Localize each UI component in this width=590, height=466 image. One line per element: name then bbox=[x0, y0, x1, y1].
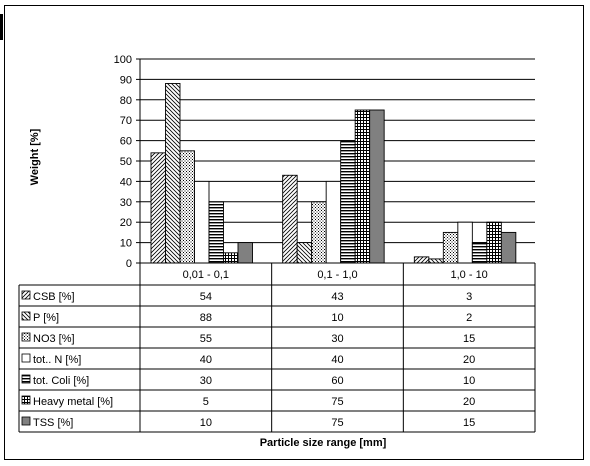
data-label: 55 bbox=[200, 333, 212, 345]
bar-6-3 bbox=[486, 221, 502, 264]
corner-mark bbox=[0, 14, 3, 40]
bar-6-2 bbox=[354, 109, 371, 264]
data-label: 10 bbox=[200, 417, 212, 429]
legend-label: NO3 [%] bbox=[33, 333, 75, 345]
y-tick-label: 40 bbox=[120, 176, 132, 188]
bar-7-2 bbox=[369, 109, 385, 264]
legend-swatch bbox=[21, 332, 31, 342]
bars bbox=[150, 83, 517, 264]
legend-label: tot. Coli [%] bbox=[33, 375, 89, 387]
data-label: 10 bbox=[463, 375, 475, 387]
bar-4-3 bbox=[457, 221, 473, 264]
bar-2-2 bbox=[296, 242, 313, 264]
data-label: 15 bbox=[463, 333, 475, 345]
axes bbox=[139, 59, 535, 264]
legend-swatch bbox=[21, 395, 31, 405]
data-label: 5 bbox=[203, 396, 209, 408]
y-tick-label: 10 bbox=[120, 238, 132, 250]
category-label: 1,0 - 10 bbox=[451, 269, 488, 281]
bar-3-2 bbox=[311, 201, 327, 264]
bar-5-3 bbox=[471, 242, 488, 264]
bar-3-1 bbox=[179, 150, 195, 264]
legend-label: tot.. N [%] bbox=[33, 354, 81, 366]
data-label: 60 bbox=[331, 375, 343, 387]
bar-3-3 bbox=[442, 231, 459, 264]
data-label: 88 bbox=[200, 312, 212, 324]
data-label: 40 bbox=[200, 354, 212, 366]
data-label: 10 bbox=[331, 312, 343, 324]
chart-frame bbox=[4, 5, 584, 460]
y-tick-label: 90 bbox=[120, 74, 132, 86]
legend-label: P [%] bbox=[33, 312, 59, 324]
bar-4-1 bbox=[194, 180, 210, 264]
legend-swatch bbox=[21, 374, 31, 384]
data-label: 30 bbox=[331, 333, 343, 345]
bar-1-2 bbox=[282, 174, 298, 264]
y-tick-label: 60 bbox=[120, 136, 132, 148]
legend-swatch bbox=[21, 290, 31, 300]
bar-1-3 bbox=[413, 256, 430, 264]
data-label: 40 bbox=[331, 354, 343, 366]
bar-4-2 bbox=[325, 180, 342, 264]
data-label: 15 bbox=[463, 417, 475, 429]
y-tick-label: 70 bbox=[120, 115, 132, 127]
data-label: 3 bbox=[466, 291, 472, 303]
bar-5-2 bbox=[340, 140, 356, 264]
data-label: 54 bbox=[200, 291, 212, 303]
bar-1-1 bbox=[150, 152, 166, 264]
category-label: 0,1 - 1,0 bbox=[317, 269, 357, 281]
y-tick-label: 80 bbox=[120, 95, 132, 107]
y-tick-label: 100 bbox=[114, 54, 132, 66]
category-label: 0,01 - 0,1 bbox=[183, 269, 229, 281]
data-label: 43 bbox=[331, 291, 343, 303]
legend-label: Heavy metal [%] bbox=[33, 396, 113, 408]
data-table: 0,01 - 0,1 0,1 - 1,0 1,0 - 10 CSB [%] 54 43 3 P… bbox=[18, 263, 536, 433]
bar-2-1 bbox=[165, 83, 181, 264]
bar-2-3 bbox=[428, 258, 444, 264]
data-label: 75 bbox=[331, 417, 343, 429]
bar-5-1 bbox=[208, 201, 224, 264]
data-label: 30 bbox=[200, 375, 212, 387]
data-label: 20 bbox=[463, 354, 475, 366]
legend-label: TSS [%] bbox=[33, 417, 73, 429]
bar-7-3 bbox=[500, 231, 517, 264]
y-tick-label: 50 bbox=[120, 156, 132, 168]
y-tick-label: 20 bbox=[120, 217, 132, 229]
y-tick-label: 30 bbox=[120, 197, 132, 209]
data-label: 75 bbox=[331, 396, 343, 408]
legend-label: CSB [%] bbox=[33, 291, 75, 303]
y-axis-label: Weight [%] bbox=[29, 128, 41, 185]
y-tick-label: 0 bbox=[126, 258, 132, 270]
legend-swatch bbox=[21, 311, 31, 321]
x-axis-label: Particle size range [mm] bbox=[260, 437, 387, 449]
y-axis-ticks: 0 10 20 30 40 50 60 70 80 90 100 bbox=[114, 54, 140, 270]
bar-7-1 bbox=[237, 242, 253, 264]
legend-swatch bbox=[21, 416, 31, 426]
data-label: 2 bbox=[466, 312, 472, 324]
data-label: 20 bbox=[463, 396, 475, 408]
legend-swatch bbox=[21, 353, 31, 363]
bar-6-1 bbox=[223, 252, 239, 264]
